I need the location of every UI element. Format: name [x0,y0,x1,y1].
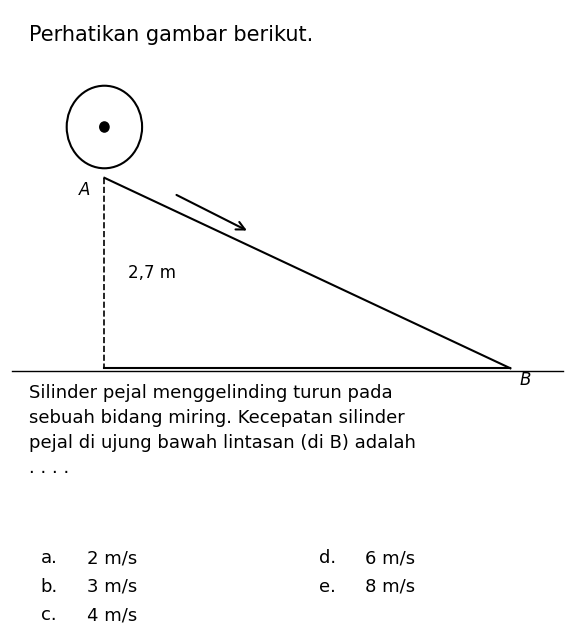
Text: e.: e. [319,578,336,596]
Text: c.: c. [41,606,56,624]
Text: Perhatikan gambar berikut.: Perhatikan gambar berikut. [29,25,313,45]
Text: 3 m/s: 3 m/s [87,578,137,596]
Text: d.: d. [319,549,336,567]
Text: a.: a. [41,549,57,567]
Text: Silinder pejal menggelinding turun pada
sebuah bidang miring. Kecepatan silinder: Silinder pejal menggelinding turun pada … [29,384,416,477]
Text: 6 m/s: 6 m/s [365,549,415,567]
Text: 4 m/s: 4 m/s [87,606,137,624]
Text: 2 m/s: 2 m/s [87,549,137,567]
Text: A: A [78,181,90,199]
Text: 8 m/s: 8 m/s [365,578,415,596]
Text: 2,7 m: 2,7 m [128,264,176,282]
Text: b.: b. [41,578,58,596]
Text: B: B [519,371,531,389]
Circle shape [100,122,109,132]
